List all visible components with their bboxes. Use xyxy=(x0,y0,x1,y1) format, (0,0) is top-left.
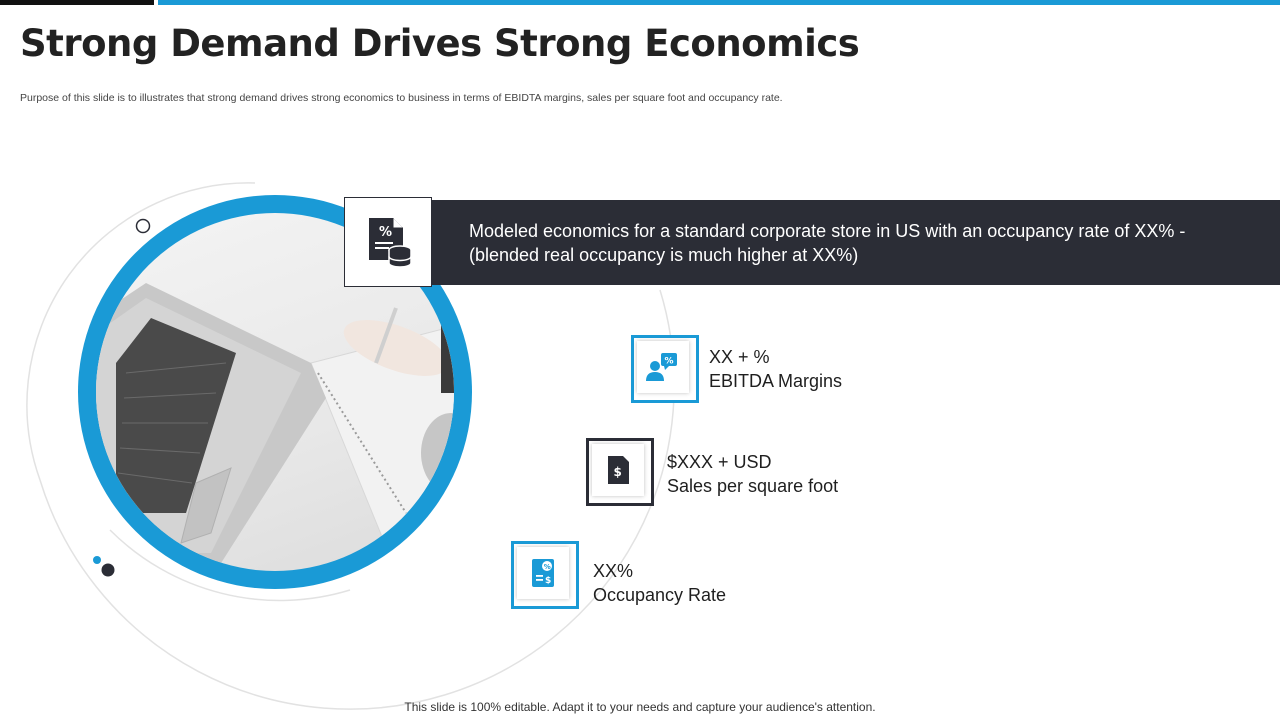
banner-line-1: Modeled economics for a standard corpora… xyxy=(469,221,1186,241)
occupancy-label: Occupancy Rate xyxy=(593,585,727,605)
svg-text:$: $ xyxy=(614,465,622,479)
svg-text:$: $ xyxy=(545,576,551,586)
deco-blue-dot xyxy=(93,556,101,564)
sales-metric: $XXX + USD Sales per square foot xyxy=(667,450,838,498)
occupancy-metric: XX% Occupancy Rate xyxy=(593,559,726,607)
ebitda-value: XX + % xyxy=(709,347,770,367)
svg-text:%: % xyxy=(665,357,674,367)
slide-footer: This slide is 100% editable. Adapt it to… xyxy=(404,700,876,714)
svg-text:%: % xyxy=(379,225,392,240)
banner-icon-box: % xyxy=(344,197,432,287)
banner-line-2: (blended real occupancy is much higher a… xyxy=(469,245,859,265)
occupancy-icon-box: % $ xyxy=(511,541,579,609)
dollar-document-icon: $ xyxy=(608,456,629,484)
person-percent-chat-icon: % xyxy=(646,353,677,381)
ebitda-label: EBITDA Margins xyxy=(709,371,843,391)
laptop-photo xyxy=(78,195,472,589)
slide-subtitle: Purpose of this slide is to illustrates … xyxy=(20,92,783,104)
sales-value: $XXX + USD xyxy=(667,452,772,472)
deco-ring-dot xyxy=(135,218,151,234)
header-banner xyxy=(432,200,1280,285)
top-bar-accent xyxy=(158,0,1280,5)
banner-text: Modeled economics for a standard corpora… xyxy=(469,219,1259,267)
percent-dollar-receipt-icon: % $ xyxy=(532,559,554,587)
top-bar-dark xyxy=(0,0,154,5)
ebitda-icon-box: % xyxy=(631,335,699,403)
sales-label: Sales per square foot xyxy=(667,476,839,496)
sales-icon-box: $ xyxy=(586,438,654,506)
ebitda-metric: XX + % EBITDA Margins xyxy=(709,345,842,393)
slide-title: Strong Demand Drives Strong Economics xyxy=(20,22,860,65)
svg-text:%: % xyxy=(544,563,551,571)
deco-dark-dot xyxy=(101,563,115,577)
percent-document-coins-icon: % xyxy=(369,218,412,268)
occupancy-value: XX% xyxy=(593,561,634,581)
